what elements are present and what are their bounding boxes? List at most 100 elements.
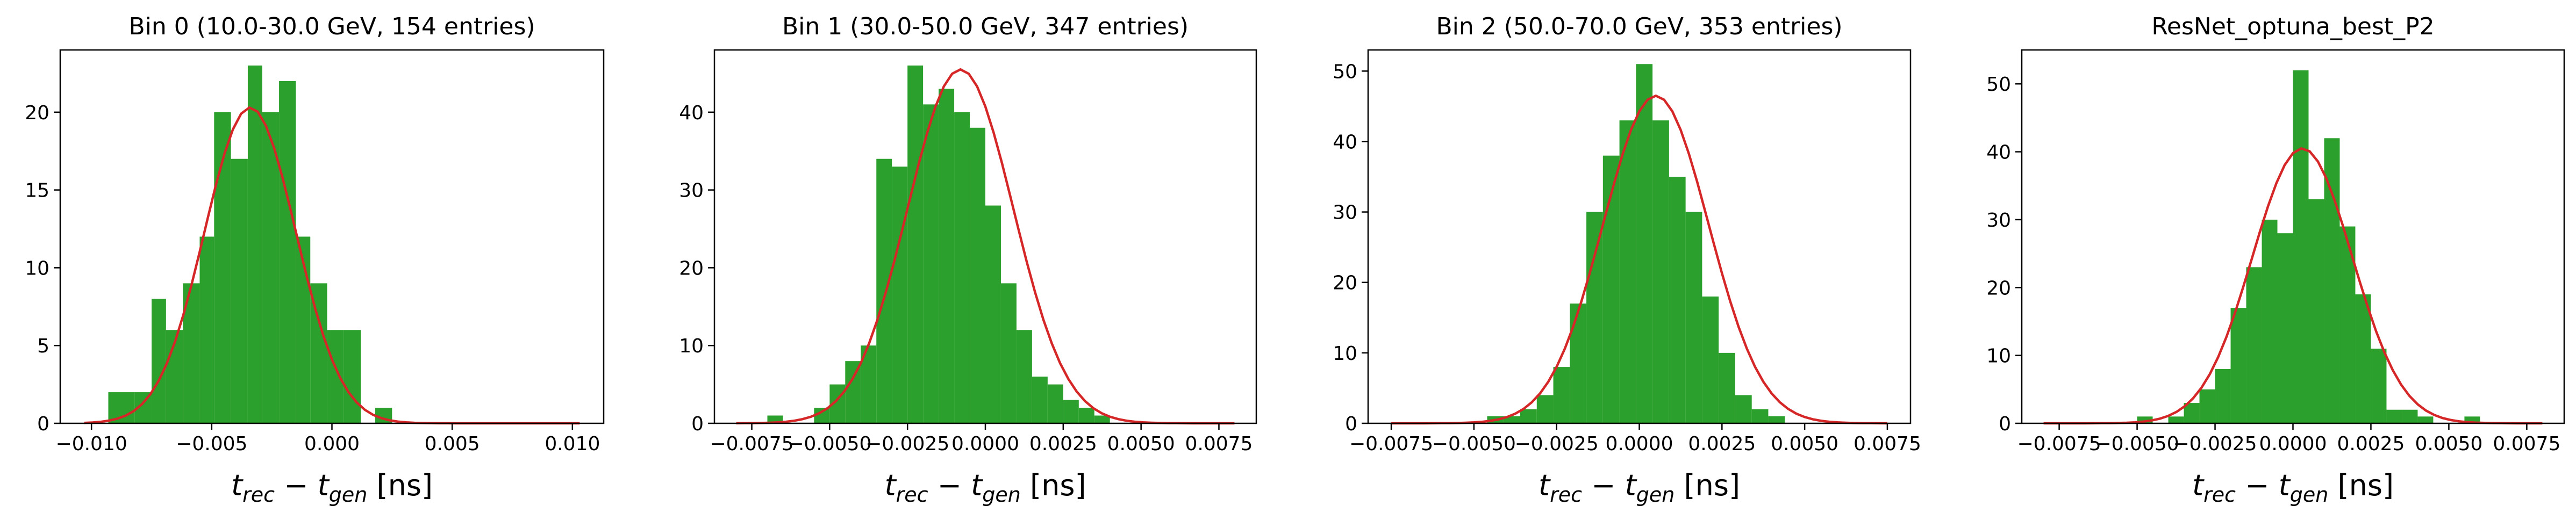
x-tick-label: 0.005 bbox=[425, 433, 480, 455]
subplot-2: Bin 2 (50.0-70.0 GeV, 353 entries) −0.00… bbox=[1333, 13, 1921, 507]
histogram-bar bbox=[2230, 308, 2246, 423]
histogram-bar bbox=[2386, 409, 2402, 423]
histogram-bar bbox=[247, 65, 262, 424]
x-tick-label: −0.010 bbox=[56, 433, 127, 455]
x-tick-label: −0.0025 bbox=[2173, 433, 2257, 455]
histogram-bar bbox=[1586, 212, 1603, 423]
histogram-bar bbox=[151, 299, 166, 423]
x-tick-label: 0.0000 bbox=[951, 433, 1019, 455]
y-tick-label: 0 bbox=[691, 413, 704, 435]
histogram-bar bbox=[2277, 233, 2293, 423]
histogram-bar bbox=[327, 330, 344, 423]
histogram-bar bbox=[1063, 400, 1079, 423]
histogram-bar bbox=[2417, 416, 2434, 423]
y-tick-label: 0 bbox=[37, 413, 49, 435]
subplot-title: Bin 1 (30.0-50.0 GeV, 347 entries) bbox=[782, 13, 1189, 40]
x-axis-label: trec − tgen [ns] bbox=[2192, 468, 2394, 507]
x-tick-label: −0.0050 bbox=[788, 433, 871, 455]
histogram-bar bbox=[1602, 155, 1620, 423]
x-tick-label: −0.0075 bbox=[2017, 433, 2101, 455]
histogram-bar bbox=[2402, 409, 2418, 423]
histogram-bar bbox=[1735, 395, 1752, 423]
histogram-bar bbox=[1032, 377, 1048, 423]
histogram-bar bbox=[1685, 212, 1702, 423]
y-tick-label: 40 bbox=[679, 102, 704, 124]
x-axis-label: trec − tgen [ns] bbox=[1539, 468, 1740, 507]
histogram-bar bbox=[2168, 416, 2184, 423]
histogram-bar bbox=[985, 205, 1001, 423]
x-tick-label: 0.0075 bbox=[1185, 433, 1253, 455]
plot-area: −0.0075−0.0050−0.0025 0.0000 0.0025 0.0050 0… bbox=[1333, 49, 1921, 455]
x-tick-label: 0.010 bbox=[545, 433, 600, 455]
histogram-bar bbox=[892, 167, 908, 423]
histogram-bar bbox=[2324, 138, 2340, 424]
x-tick-label: −0.005 bbox=[176, 433, 247, 455]
histogram-bar bbox=[970, 127, 985, 423]
x-tick-label: 0.0050 bbox=[1771, 433, 1838, 455]
y-tick-label: 30 bbox=[679, 180, 704, 202]
x-tick-label: 0.0000 bbox=[1606, 433, 1673, 455]
subplot-title: Bin 2 (50.0-70.0 GeV, 353 entries) bbox=[1436, 13, 1842, 40]
x-axis-label: trec − tgen [ns] bbox=[231, 468, 433, 507]
histogram-bar bbox=[296, 236, 311, 423]
x-tick-label: 0.0025 bbox=[1029, 433, 1097, 455]
histogram-bar bbox=[939, 89, 955, 424]
histogram-bar bbox=[1636, 64, 1653, 423]
plot-area: −0.010 −0.005 0.000 0.005 0.010 0 5 10 15 20 bbox=[25, 49, 605, 455]
y-tick-label: 20 bbox=[1333, 272, 1357, 294]
x-tick-label: −0.0075 bbox=[1349, 433, 1433, 455]
y-tick-label: 0 bbox=[1999, 413, 2011, 435]
plot-area: −0.0075−0.0050−0.0025 0.0000 0.0025 0.0050 0… bbox=[679, 49, 1257, 455]
y-tick-label: 50 bbox=[1986, 74, 2011, 96]
histogram-bar bbox=[262, 112, 280, 424]
subplot-0: Bin 0 (10.0-30.0 GeV, 154 entries) −0.01… bbox=[25, 13, 605, 507]
y-tick-label: 0 bbox=[1345, 413, 1357, 435]
histogram-bar bbox=[279, 81, 296, 423]
histogram-bar bbox=[2246, 267, 2262, 423]
histogram-bar bbox=[2215, 369, 2231, 423]
gaussian-fit-line bbox=[1391, 94, 1887, 425]
plot-area: −0.0075−0.0050−0.0025 0.0000 0.0025 0.0050 0… bbox=[1986, 49, 2565, 455]
histogram-bar bbox=[2262, 219, 2278, 423]
histogram-bar bbox=[1536, 395, 1554, 423]
histogram-bar bbox=[344, 330, 361, 423]
x-tick-label: 0.000 bbox=[304, 433, 360, 455]
histogram-bar bbox=[1000, 283, 1017, 423]
histogram-bar bbox=[310, 283, 327, 423]
histogram-bar bbox=[1570, 304, 1587, 423]
histogram-bar bbox=[923, 104, 939, 423]
histogram-bar bbox=[2308, 199, 2324, 423]
histogram-bar bbox=[1520, 409, 1537, 423]
x-tick-label: −0.0025 bbox=[865, 433, 949, 455]
y-tick-label: 10 bbox=[1333, 343, 1357, 365]
y-tick-label: 30 bbox=[1986, 210, 2011, 232]
x-tick-label: 0.0000 bbox=[2259, 433, 2327, 455]
y-tick-label: 50 bbox=[1333, 61, 1357, 83]
y-tick-label: 30 bbox=[1333, 202, 1357, 224]
x-tick-label: 0.0025 bbox=[1688, 433, 1756, 455]
histogram-bar bbox=[876, 158, 892, 423]
histogram-bar bbox=[954, 112, 970, 424]
histogram-bar bbox=[2293, 70, 2309, 424]
histogram-bar bbox=[1652, 120, 1669, 423]
histogram-bar bbox=[231, 158, 248, 423]
histogram-bar bbox=[1094, 415, 1110, 423]
x-tick-label: −0.0025 bbox=[1515, 433, 1599, 455]
subplot-3: ResNet_optuna_best_P2 −0.0075−0.0050−0.0… bbox=[1986, 13, 2565, 507]
histogram-bar bbox=[1619, 120, 1636, 423]
histogram-bar bbox=[2199, 389, 2215, 423]
histogram-bar bbox=[1504, 416, 1521, 423]
y-tick-label: 20 bbox=[1986, 277, 2011, 299]
histogram-bar bbox=[2371, 349, 2387, 423]
x-tick-label: −0.0050 bbox=[1432, 433, 1516, 455]
x-tick-label: 0.0050 bbox=[2415, 433, 2482, 455]
y-tick-label: 40 bbox=[1986, 142, 2011, 164]
histogram-bar bbox=[1768, 416, 1785, 423]
y-tick-label: 20 bbox=[25, 102, 49, 124]
histogram-bar bbox=[1719, 352, 1735, 423]
x-tick-label: 0.0025 bbox=[2337, 433, 2405, 455]
histogram-bar bbox=[199, 236, 214, 423]
y-tick-label: 15 bbox=[25, 180, 49, 202]
subplot-title: ResNet_optuna_best_P2 bbox=[2151, 13, 2434, 40]
